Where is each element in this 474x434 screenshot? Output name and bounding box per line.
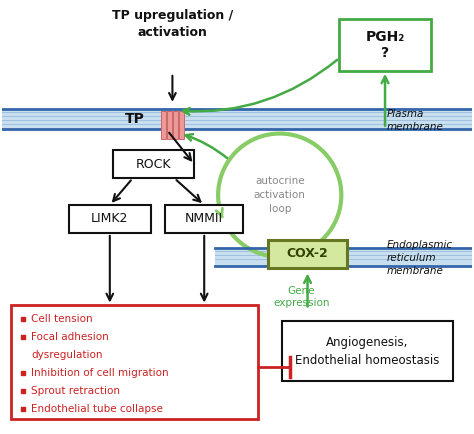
Bar [1, 108, 473, 128]
Text: Endoplasmic
reticulum
membrane: Endoplasmic reticulum membrane [387, 240, 453, 276]
Bar [69, 205, 151, 233]
Text: PGH₂
?: PGH₂ ? [365, 30, 405, 60]
Bar [165, 205, 243, 233]
Bar [339, 19, 431, 71]
Bar [173, 111, 178, 138]
Text: TP: TP [125, 112, 145, 125]
Text: autocrine
activation
loop: autocrine activation loop [254, 176, 306, 214]
Bar [268, 240, 347, 268]
Bar [179, 111, 184, 138]
Text: Focal adhesion: Focal adhesion [31, 332, 109, 342]
Text: Cell tension: Cell tension [31, 314, 93, 324]
Text: COX-2: COX-2 [287, 247, 328, 260]
Text: Gene
expression: Gene expression [273, 286, 330, 308]
Text: NMMII: NMMII [185, 213, 223, 226]
Bar [161, 111, 166, 138]
Text: Endothelial tube collapse: Endothelial tube collapse [31, 404, 163, 414]
Text: TP upregulation /
activation: TP upregulation / activation [112, 10, 233, 39]
Bar [282, 321, 453, 381]
Text: Sprout retraction: Sprout retraction [31, 386, 120, 396]
Text: dysregulation: dysregulation [31, 350, 103, 360]
Text: ROCK: ROCK [136, 158, 171, 171]
Bar [113, 151, 194, 178]
Text: Plasma
membrane: Plasma membrane [387, 109, 444, 132]
Text: Inhibition of cell migration: Inhibition of cell migration [31, 368, 169, 378]
Bar [11, 306, 258, 419]
Bar [167, 111, 172, 138]
Text: LIMK2: LIMK2 [91, 213, 128, 226]
Text: Angiogenesis,
Endothelial homeostasis: Angiogenesis, Endothelial homeostasis [295, 335, 439, 367]
Bar [215, 248, 473, 266]
